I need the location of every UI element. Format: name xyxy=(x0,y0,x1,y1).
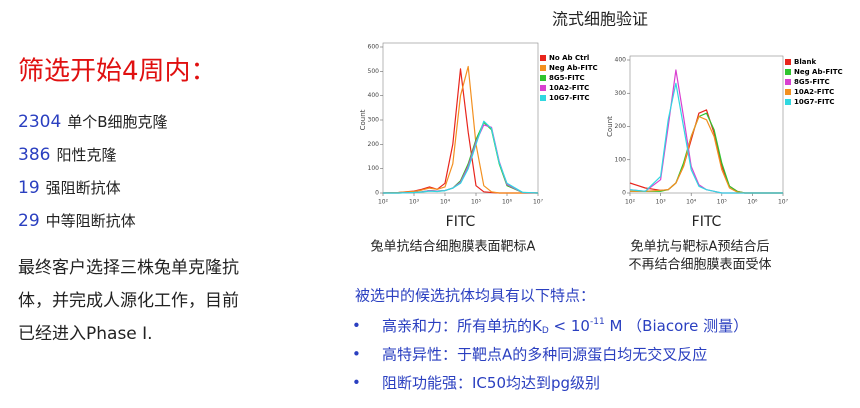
feature-part: 高亲和力：所有单抗的K xyxy=(382,317,543,335)
feature-part: M （Biacore 测量） xyxy=(605,317,748,335)
stat-number: 386 xyxy=(18,145,50,165)
stat-number: 2304 xyxy=(18,112,61,132)
feature: 高特异性：于靶点A的多种同源蛋白均无交叉反应 xyxy=(382,345,707,363)
y-tick-label: 0 xyxy=(622,190,626,197)
y-tick-label: 100 xyxy=(615,156,627,163)
x-tick-label: 10⁴ xyxy=(686,199,697,206)
x-axis-label: FITC xyxy=(692,214,722,230)
legend-label: Neg Ab-FITC xyxy=(794,68,843,76)
y-tick-label: 500 xyxy=(368,68,380,75)
histogram-line xyxy=(383,120,539,194)
legend-swatch xyxy=(785,69,791,75)
legend-swatch xyxy=(785,59,791,65)
title: 筛选开始4周内： xyxy=(18,57,217,87)
summary-line: 已经进入Phase I. xyxy=(18,324,153,344)
x-axis-label: FITC xyxy=(446,214,476,230)
y-tick-label: 100 xyxy=(368,165,380,172)
x-tick-label: 10³ xyxy=(656,199,667,206)
y-tick-label: 400 xyxy=(368,92,380,99)
histogram-line xyxy=(630,112,783,194)
legend-swatch xyxy=(785,89,791,95)
stat-text: 强阻断抗体 xyxy=(46,179,121,197)
feature-part: -11 xyxy=(590,317,605,327)
x-tick-label: 10⁴ xyxy=(440,199,451,206)
feature-part: < 10 xyxy=(549,317,590,335)
stat-number: 19 xyxy=(18,178,40,198)
stat-number: 29 xyxy=(18,211,40,231)
stat-line: 19 强阻断抗体 xyxy=(18,178,121,198)
feature-part: 阻断功能强：IC50均达到pg级别 xyxy=(382,374,600,392)
y-tick-label: 200 xyxy=(368,141,380,148)
stat-text: 中等阻断抗体 xyxy=(46,212,136,230)
legend-label: Blank xyxy=(794,58,816,66)
legend-label: 8G5-FITC xyxy=(549,74,585,82)
legend-swatch xyxy=(540,95,546,101)
x-tick-label: 10² xyxy=(625,199,636,206)
flow-title: 流式细胞验证 xyxy=(552,10,648,29)
y-tick-label: 300 xyxy=(615,90,627,97)
histogram-line xyxy=(382,65,538,194)
x-tick-label: 10⁵ xyxy=(471,199,482,206)
y-tick-label: 300 xyxy=(368,117,380,124)
legend-swatch xyxy=(540,85,546,91)
stat-text: 阳性克隆 xyxy=(56,146,116,164)
legend-swatch xyxy=(540,75,546,81)
legend-label: 10A2-FITC xyxy=(794,88,834,96)
plot-frame xyxy=(629,55,784,194)
stat-line: 386 阳性克隆 xyxy=(18,145,116,165)
x-tick-label: 10⁶ xyxy=(502,199,513,206)
bullet: • xyxy=(352,317,361,335)
chart-caption: 兔单抗结合细胞膜表面靶标A xyxy=(371,240,536,255)
x-tick-label: 10⁷ xyxy=(533,199,544,206)
legend-swatch xyxy=(540,65,546,71)
feature-part: D xyxy=(542,326,549,336)
legend-swatch xyxy=(540,55,546,61)
histogram-line xyxy=(629,109,783,194)
stat-line: 29 中等阻断抗体 xyxy=(18,211,136,231)
x-tick-label: 10⁷ xyxy=(778,199,789,206)
y-tick-label: 0 xyxy=(375,190,379,197)
chart-caption: 不再结合细胞膜表面受体 xyxy=(628,258,771,273)
x-tick-label: 10² xyxy=(378,199,389,206)
summary-line: 体，并完成人源化工作，目前 xyxy=(18,291,239,311)
x-tick-label: 10³ xyxy=(409,199,420,206)
plot-frame xyxy=(382,42,539,194)
y-tick-label: 600 xyxy=(368,44,380,51)
x-tick-label: 10⁵ xyxy=(717,199,728,206)
legend-swatch xyxy=(785,99,791,105)
y-tick-label: 200 xyxy=(615,123,627,130)
feature-part: 高特异性：于靶点A的多种同源蛋白均无交叉反应 xyxy=(382,345,707,363)
legend-swatch xyxy=(785,79,791,85)
histogram-line xyxy=(629,69,783,194)
legend-label: 10A2-FITC xyxy=(549,84,589,92)
legend-label: 10G7-FITC xyxy=(549,94,590,102)
legend-label: Neg Ab-FITC xyxy=(549,64,598,72)
feature: 高亲和力：所有单抗的KD < 10-11 M （Biacore 测量） xyxy=(382,317,748,336)
legend-label: No Ab Ctrl xyxy=(549,54,589,62)
y-axis-label: Count xyxy=(606,116,614,137)
feature: 阻断功能强：IC50均达到pg级别 xyxy=(382,374,600,392)
chart-caption: 免单抗与靶标A预结合后 xyxy=(631,240,770,255)
histogram-line xyxy=(630,115,783,194)
features-intro: 被选中的候选抗体均具有以下特点： xyxy=(355,287,595,305)
stat-text: 单个B细胞克隆 xyxy=(67,113,167,131)
histogram-line xyxy=(629,82,783,194)
y-axis-label: Count xyxy=(359,109,367,130)
legend-label: 8G5-FITC xyxy=(794,78,830,86)
histogram-line xyxy=(382,68,538,194)
y-tick-label: 400 xyxy=(615,57,627,64)
bullet: • xyxy=(352,374,361,392)
legend-label: 10G7-FITC xyxy=(794,98,835,106)
summary-line: 最终客户选择三株兔单克隆抗 xyxy=(18,258,239,278)
x-tick-label: 10⁶ xyxy=(747,199,758,206)
bullet: • xyxy=(352,345,361,363)
stat-line: 2304 单个B细胞克隆 xyxy=(18,112,168,132)
